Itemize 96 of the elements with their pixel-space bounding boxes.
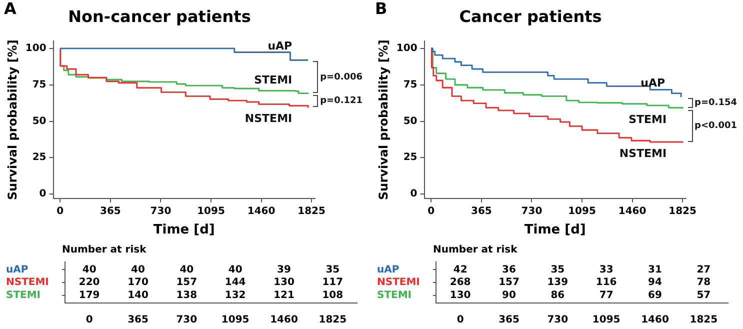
text: p=0.121 — [320, 96, 363, 106]
y-axis-title: Survival probability [%] — [376, 40, 390, 200]
y-tick-label: 50 — [403, 116, 418, 127]
y-tick-label: 75 — [403, 79, 418, 90]
x-tick-label: 1460 — [247, 206, 276, 217]
x-tick-label: 730 — [547, 314, 568, 326]
chart-title: Number at risk — [62, 244, 147, 256]
x-tick-label: 730 — [521, 206, 542, 217]
data-label: 40 — [82, 264, 96, 276]
data-label: 170 — [128, 277, 148, 288]
data-label: 121 — [274, 290, 294, 301]
y-tick-label: STEMI — [377, 290, 412, 301]
y-tick-label: 0 — [39, 188, 46, 200]
data-label: 130 — [274, 277, 294, 288]
x-tick-label: 730 — [150, 206, 172, 217]
data-label: 33 — [599, 264, 614, 276]
data-label: 157 — [498, 277, 520, 288]
data-label: 108 — [322, 290, 344, 301]
x-tick-label: 1825 — [690, 314, 718, 326]
x-tick-label: 1095 — [221, 314, 250, 326]
data-label: 40 — [180, 264, 194, 276]
series-label: uAP — [640, 76, 666, 90]
y-tick-label: 75 — [32, 79, 46, 90]
text: p=0.154 — [694, 98, 738, 108]
y-axis-title: Survival probability [%] — [5, 40, 20, 200]
series-label: STEMI — [254, 73, 292, 86]
data-label: 94 — [648, 277, 662, 288]
x-tick-label: 1095 — [592, 314, 620, 326]
y-tick-label: 50 — [32, 116, 46, 127]
data-label: 130 — [450, 290, 471, 301]
y-tick-label: 25 — [32, 152, 46, 164]
data-label: 40 — [228, 264, 242, 276]
data-label: 144 — [224, 277, 246, 288]
data-label: 27 — [696, 264, 711, 276]
y-tick-label: uAP — [6, 264, 28, 276]
x-tick-label: 1095 — [568, 206, 596, 217]
x-tick-label: 365 — [471, 206, 492, 217]
x-tick-label: 1825 — [318, 314, 347, 326]
x-tick-label: 730 — [176, 314, 198, 326]
y-tick-label: 100 — [25, 43, 46, 54]
series-label: STEMI — [628, 112, 667, 126]
data-label: 138 — [176, 290, 198, 301]
data-label: 179 — [78, 290, 100, 301]
x-tick-label: 1095 — [197, 206, 225, 217]
data-label: 78 — [696, 277, 711, 288]
data-label: 69 — [648, 290, 662, 301]
data-label: 35 — [550, 264, 565, 276]
y-tick-label: NSTEMI — [6, 277, 49, 288]
data-label: 39 — [277, 264, 291, 276]
data-label: 220 — [78, 277, 100, 288]
data-label: 86 — [550, 290, 565, 301]
x-axis-title: Time [d] — [524, 222, 586, 238]
data-label: 35 — [326, 264, 340, 276]
x-tick-label: 1460 — [270, 314, 298, 326]
data-label: 117 — [322, 277, 344, 288]
x-tick-label: 365 — [100, 206, 121, 217]
data-label: 139 — [547, 277, 568, 288]
y-tick-label: STEMI — [6, 290, 41, 301]
x-tick-label: 1460 — [618, 206, 646, 217]
data-label: 268 — [450, 277, 471, 288]
x-tick-label: 0 — [456, 314, 464, 326]
x-tick-label: 0 — [56, 206, 64, 217]
chart-title: Cancer patients — [459, 6, 602, 26]
data-label: 57 — [696, 290, 711, 301]
text: p<0.001 — [694, 121, 738, 132]
text: B — [375, 0, 388, 18]
x-tick-label: 1460 — [641, 314, 669, 326]
y-tick-label: 0 — [410, 188, 418, 200]
data-label: 140 — [128, 290, 148, 301]
data-label: 36 — [502, 264, 516, 276]
chart-title: Number at risk — [433, 244, 518, 256]
data-label: 132 — [224, 290, 246, 301]
data-label: 157 — [176, 277, 198, 288]
series-label: NSTEMI — [244, 112, 292, 126]
series-label: uAP — [268, 39, 292, 52]
chart-title: Non-cancer patients — [68, 6, 251, 26]
x-tick-label: 365 — [128, 314, 148, 326]
y-tick-label: NSTEMI — [377, 277, 420, 288]
y-tick-label: uAP — [377, 264, 400, 276]
series-label: NSTEMI — [619, 147, 667, 160]
data-label: 42 — [453, 264, 468, 276]
data-label: 116 — [596, 277, 617, 288]
text: A — [4, 0, 17, 18]
x-tick-label: 365 — [498, 314, 520, 326]
x-tick-label: 0 — [86, 314, 93, 326]
x-tick-label: 0 — [428, 206, 435, 217]
data-label: 40 — [131, 264, 145, 276]
x-tick-label: 1825 — [298, 206, 326, 217]
data-label: 31 — [648, 264, 662, 276]
x-axis-title: Time [d] — [153, 222, 215, 238]
data-label: 90 — [502, 290, 516, 301]
text: p=0.006 — [320, 72, 363, 82]
y-tick-label: 100 — [396, 43, 418, 54]
x-tick-label: 1825 — [668, 206, 697, 217]
data-label: 77 — [599, 290, 614, 301]
y-tick-label: 25 — [403, 152, 418, 164]
